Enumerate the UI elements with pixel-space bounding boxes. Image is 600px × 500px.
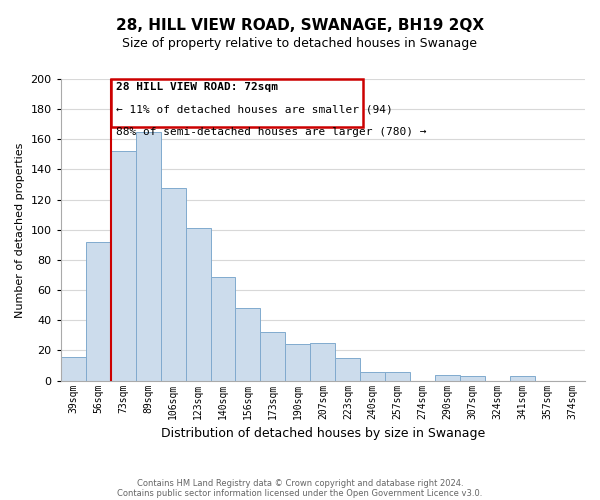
Text: Contains public sector information licensed under the Open Government Licence v3: Contains public sector information licen… <box>118 488 482 498</box>
Bar <box>435 374 460 380</box>
Bar <box>110 152 136 380</box>
Bar <box>385 372 410 380</box>
Bar <box>235 308 260 380</box>
Bar <box>310 343 335 380</box>
Bar <box>286 344 310 380</box>
Bar <box>61 356 86 380</box>
Bar <box>161 188 185 380</box>
Bar <box>335 358 361 380</box>
Text: ← 11% of detached houses are smaller (94): ← 11% of detached houses are smaller (94… <box>116 104 392 115</box>
Bar <box>510 376 535 380</box>
Text: 28 HILL VIEW ROAD: 72sqm: 28 HILL VIEW ROAD: 72sqm <box>116 82 278 92</box>
X-axis label: Distribution of detached houses by size in Swanage: Distribution of detached houses by size … <box>161 427 485 440</box>
Y-axis label: Number of detached properties: Number of detached properties <box>15 142 25 318</box>
Text: 88% of semi-detached houses are larger (780) →: 88% of semi-detached houses are larger (… <box>116 128 427 138</box>
Bar <box>136 132 161 380</box>
Text: Contains HM Land Registry data © Crown copyright and database right 2024.: Contains HM Land Registry data © Crown c… <box>137 478 463 488</box>
Bar <box>185 228 211 380</box>
Text: Size of property relative to detached houses in Swanage: Size of property relative to detached ho… <box>122 38 478 51</box>
Bar <box>361 372 385 380</box>
Bar <box>110 79 363 128</box>
Bar <box>211 276 235 380</box>
Bar <box>86 242 110 380</box>
Text: 28, HILL VIEW ROAD, SWANAGE, BH19 2QX: 28, HILL VIEW ROAD, SWANAGE, BH19 2QX <box>116 18 484 32</box>
Bar <box>260 332 286 380</box>
Bar <box>460 376 485 380</box>
